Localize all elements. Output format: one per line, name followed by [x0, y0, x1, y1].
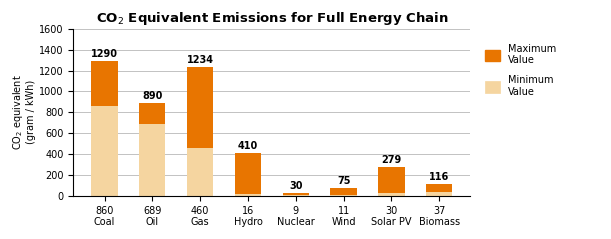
Bar: [283, 195, 309, 196]
Text: 1234: 1234: [187, 55, 214, 65]
Text: 279: 279: [381, 155, 401, 165]
Bar: [378, 193, 404, 196]
Y-axis label: CO$_2$ equivalent
(gram / kWh): CO$_2$ equivalent (gram / kWh): [10, 75, 36, 150]
Bar: [426, 184, 452, 192]
Text: 116: 116: [429, 172, 450, 182]
Bar: [139, 103, 166, 124]
Bar: [331, 188, 357, 195]
Text: 30: 30: [289, 181, 302, 191]
Bar: [187, 67, 213, 148]
Bar: [187, 148, 213, 196]
Title: CO$_2$ Equivalent Emissions for Full Energy Chain: CO$_2$ Equivalent Emissions for Full Ene…: [95, 10, 448, 27]
Bar: [283, 193, 309, 195]
Text: 410: 410: [238, 141, 258, 151]
Bar: [235, 153, 261, 194]
Bar: [92, 106, 118, 196]
Text: 890: 890: [142, 91, 163, 101]
Bar: [92, 61, 118, 106]
Text: 75: 75: [337, 176, 350, 186]
Bar: [378, 167, 404, 193]
Bar: [331, 195, 357, 196]
Text: 1290: 1290: [91, 49, 118, 59]
Bar: [426, 192, 452, 196]
Bar: [235, 194, 261, 196]
Bar: [139, 124, 166, 196]
Legend: Maximum
Value, Minimum
Value: Maximum Value, Minimum Value: [483, 42, 558, 99]
